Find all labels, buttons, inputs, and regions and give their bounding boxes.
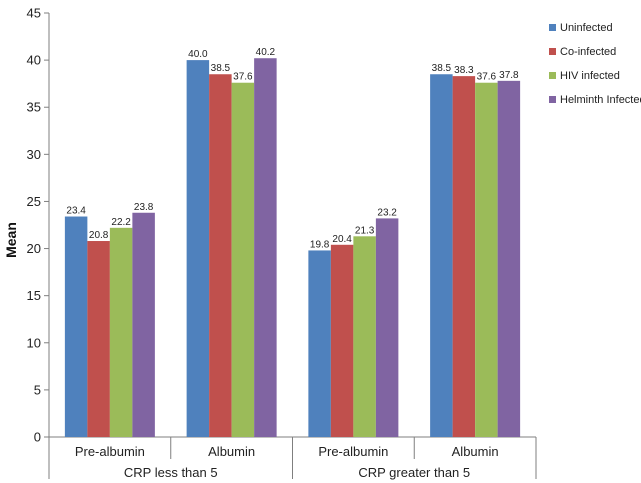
y-tick-label: 35 xyxy=(27,100,41,115)
data-label: 38.5 xyxy=(211,63,231,74)
data-label: 38.3 xyxy=(454,65,474,76)
data-label: 23.4 xyxy=(66,206,86,217)
bar xyxy=(375,218,399,437)
legend-swatch xyxy=(549,48,556,55)
data-label: 37.6 xyxy=(233,72,253,83)
group-label: CRP greater than 5 xyxy=(358,465,470,480)
bar xyxy=(186,60,210,437)
y-tick-label: 20 xyxy=(27,241,41,256)
y-tick-label: 0 xyxy=(34,430,41,445)
data-label: 22.2 xyxy=(111,217,131,228)
bar xyxy=(308,250,331,437)
data-label: 19.8 xyxy=(310,239,330,250)
bar xyxy=(254,58,277,438)
y-tick-label: 45 xyxy=(27,6,41,21)
data-labels: 23.420.822.223.840.038.537.640.219.820.4… xyxy=(66,47,519,250)
data-label: 20.8 xyxy=(89,230,109,241)
data-label: 23.8 xyxy=(134,202,154,213)
bar xyxy=(452,76,476,437)
y-tick-label: 15 xyxy=(27,288,41,303)
y-tick-label: 40 xyxy=(27,53,41,68)
y-axis-label: Mean xyxy=(3,222,19,258)
data-label: 37.8 xyxy=(499,70,519,81)
category-label: Pre-albumin xyxy=(318,444,388,459)
bar xyxy=(475,82,498,438)
y-tick-label: 5 xyxy=(34,382,41,397)
legend-swatch xyxy=(549,72,556,79)
bar xyxy=(109,227,133,437)
data-label: 20.4 xyxy=(332,234,352,245)
data-label: 21.3 xyxy=(355,225,375,236)
bar xyxy=(353,236,376,437)
bar xyxy=(64,216,88,437)
bars xyxy=(64,58,521,438)
data-label: 37.6 xyxy=(477,72,497,83)
y-tick-label: 10 xyxy=(27,335,41,350)
category-label: Pre-albumin xyxy=(75,444,145,459)
data-label: 40.2 xyxy=(256,47,276,58)
y-tick-label: 30 xyxy=(27,147,41,162)
data-label: 40.0 xyxy=(188,49,208,60)
y-tick-label: 25 xyxy=(27,194,41,209)
data-label: 23.2 xyxy=(377,207,397,218)
bar xyxy=(231,82,255,438)
category-label: Albumin xyxy=(452,444,499,459)
group-label: CRP less than 5 xyxy=(124,465,218,480)
bar xyxy=(330,244,354,437)
category-labels: Pre-albumin Albumin Pre-albumin Albumin CRP … xyxy=(75,444,499,480)
legend-swatch xyxy=(549,96,556,103)
legend-label: Co-infected xyxy=(560,46,616,58)
legend-label: HIV infected xyxy=(560,70,620,82)
bar xyxy=(209,74,232,437)
bar xyxy=(87,241,110,437)
bar xyxy=(497,80,521,437)
legend-label: Uninfected xyxy=(560,22,613,34)
legend-swatch xyxy=(549,24,556,31)
legend-label: Helminth Infected xyxy=(560,94,641,106)
category-label: Albumin xyxy=(208,444,255,459)
data-label: 38.5 xyxy=(432,63,452,74)
legend: Uninfected Co-infected HIV infected Helmint… xyxy=(549,22,641,106)
bar xyxy=(132,212,155,437)
bar xyxy=(430,74,453,437)
